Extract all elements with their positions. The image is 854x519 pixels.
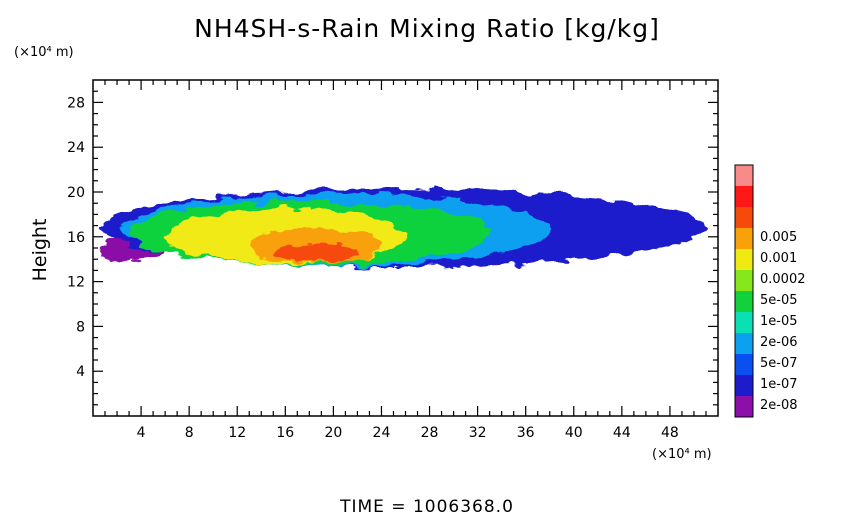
x-tick-label: 12 <box>228 425 246 441</box>
colorbar-swatch-3 <box>735 333 753 354</box>
x-axis-unit: (×10⁴ m) <box>652 447 712 462</box>
colorbar-label: 0.001 <box>760 251 797 266</box>
colorbar-swatch-9 <box>735 207 753 228</box>
colorbar-label: 5e-07 <box>760 356 798 371</box>
colorbar-swatch-0 <box>735 396 753 417</box>
y-tick-label: 16 <box>67 230 85 246</box>
colorbar-swatch-8 <box>735 228 753 249</box>
colorbar-swatch-6 <box>735 270 753 291</box>
colorbar-label: 0.005 <box>760 230 797 245</box>
x-tick-label: 48 <box>661 425 679 441</box>
colorbar-swatch-7 <box>735 249 753 270</box>
x-tick-label: 8 <box>185 425 194 441</box>
colorbar-label: 2e-06 <box>760 335 798 350</box>
colorbar-swatch-11 <box>735 165 753 186</box>
y-tick-label: 4 <box>76 364 85 380</box>
mixing-ratio-field <box>96 188 706 268</box>
colorbar: 2e-08 1e-07 5e-07 2e-06 1e-05 5e-05 0.0002 0.00… <box>734 164 806 418</box>
time-caption: TIME = 1006368.0 <box>340 497 514 517</box>
y-tick-label: 20 <box>67 185 85 201</box>
colorbar-label: 0.0002 <box>760 272 806 287</box>
field-region-2 <box>537 207 634 260</box>
y-tick-label: 12 <box>67 275 85 291</box>
y-tick-label: 24 <box>67 140 85 156</box>
x-tick-label: 44 <box>613 425 631 441</box>
x-tick-label: 28 <box>421 425 439 441</box>
colorbar-swatch-4 <box>735 312 753 333</box>
x-tick-label: 40 <box>565 425 583 441</box>
chart-title: NH4SH-s-Rain Mixing Ratio [kg/kg] <box>194 14 660 43</box>
colorbar-label: 1e-07 <box>760 377 798 392</box>
x-tick-label: 20 <box>324 425 342 441</box>
colorbar-swatch-10 <box>735 186 753 207</box>
colorbar-frame <box>734 164 754 418</box>
colorbar-label: 1e-05 <box>760 314 798 329</box>
colorbar-label: 2e-08 <box>760 398 798 413</box>
x-tick-label: 36 <box>517 425 535 441</box>
colorbar-swatch-5 <box>735 291 753 312</box>
x-tick-label: 32 <box>469 425 487 441</box>
x-tick-label: 4 <box>137 425 146 441</box>
colorbar-label: 5e-05 <box>760 293 798 308</box>
colorbar-swatch-1 <box>735 375 753 396</box>
y-tick-label: 28 <box>67 95 85 111</box>
colorbar-swatch-2 <box>735 354 753 375</box>
y-axis-unit: (×10⁴ m) <box>14 45 74 60</box>
y-tick-label: 8 <box>76 319 85 335</box>
x-tick-label: 16 <box>276 425 294 441</box>
x-tick-label: 24 <box>373 425 391 441</box>
field-region-7 <box>273 243 358 262</box>
